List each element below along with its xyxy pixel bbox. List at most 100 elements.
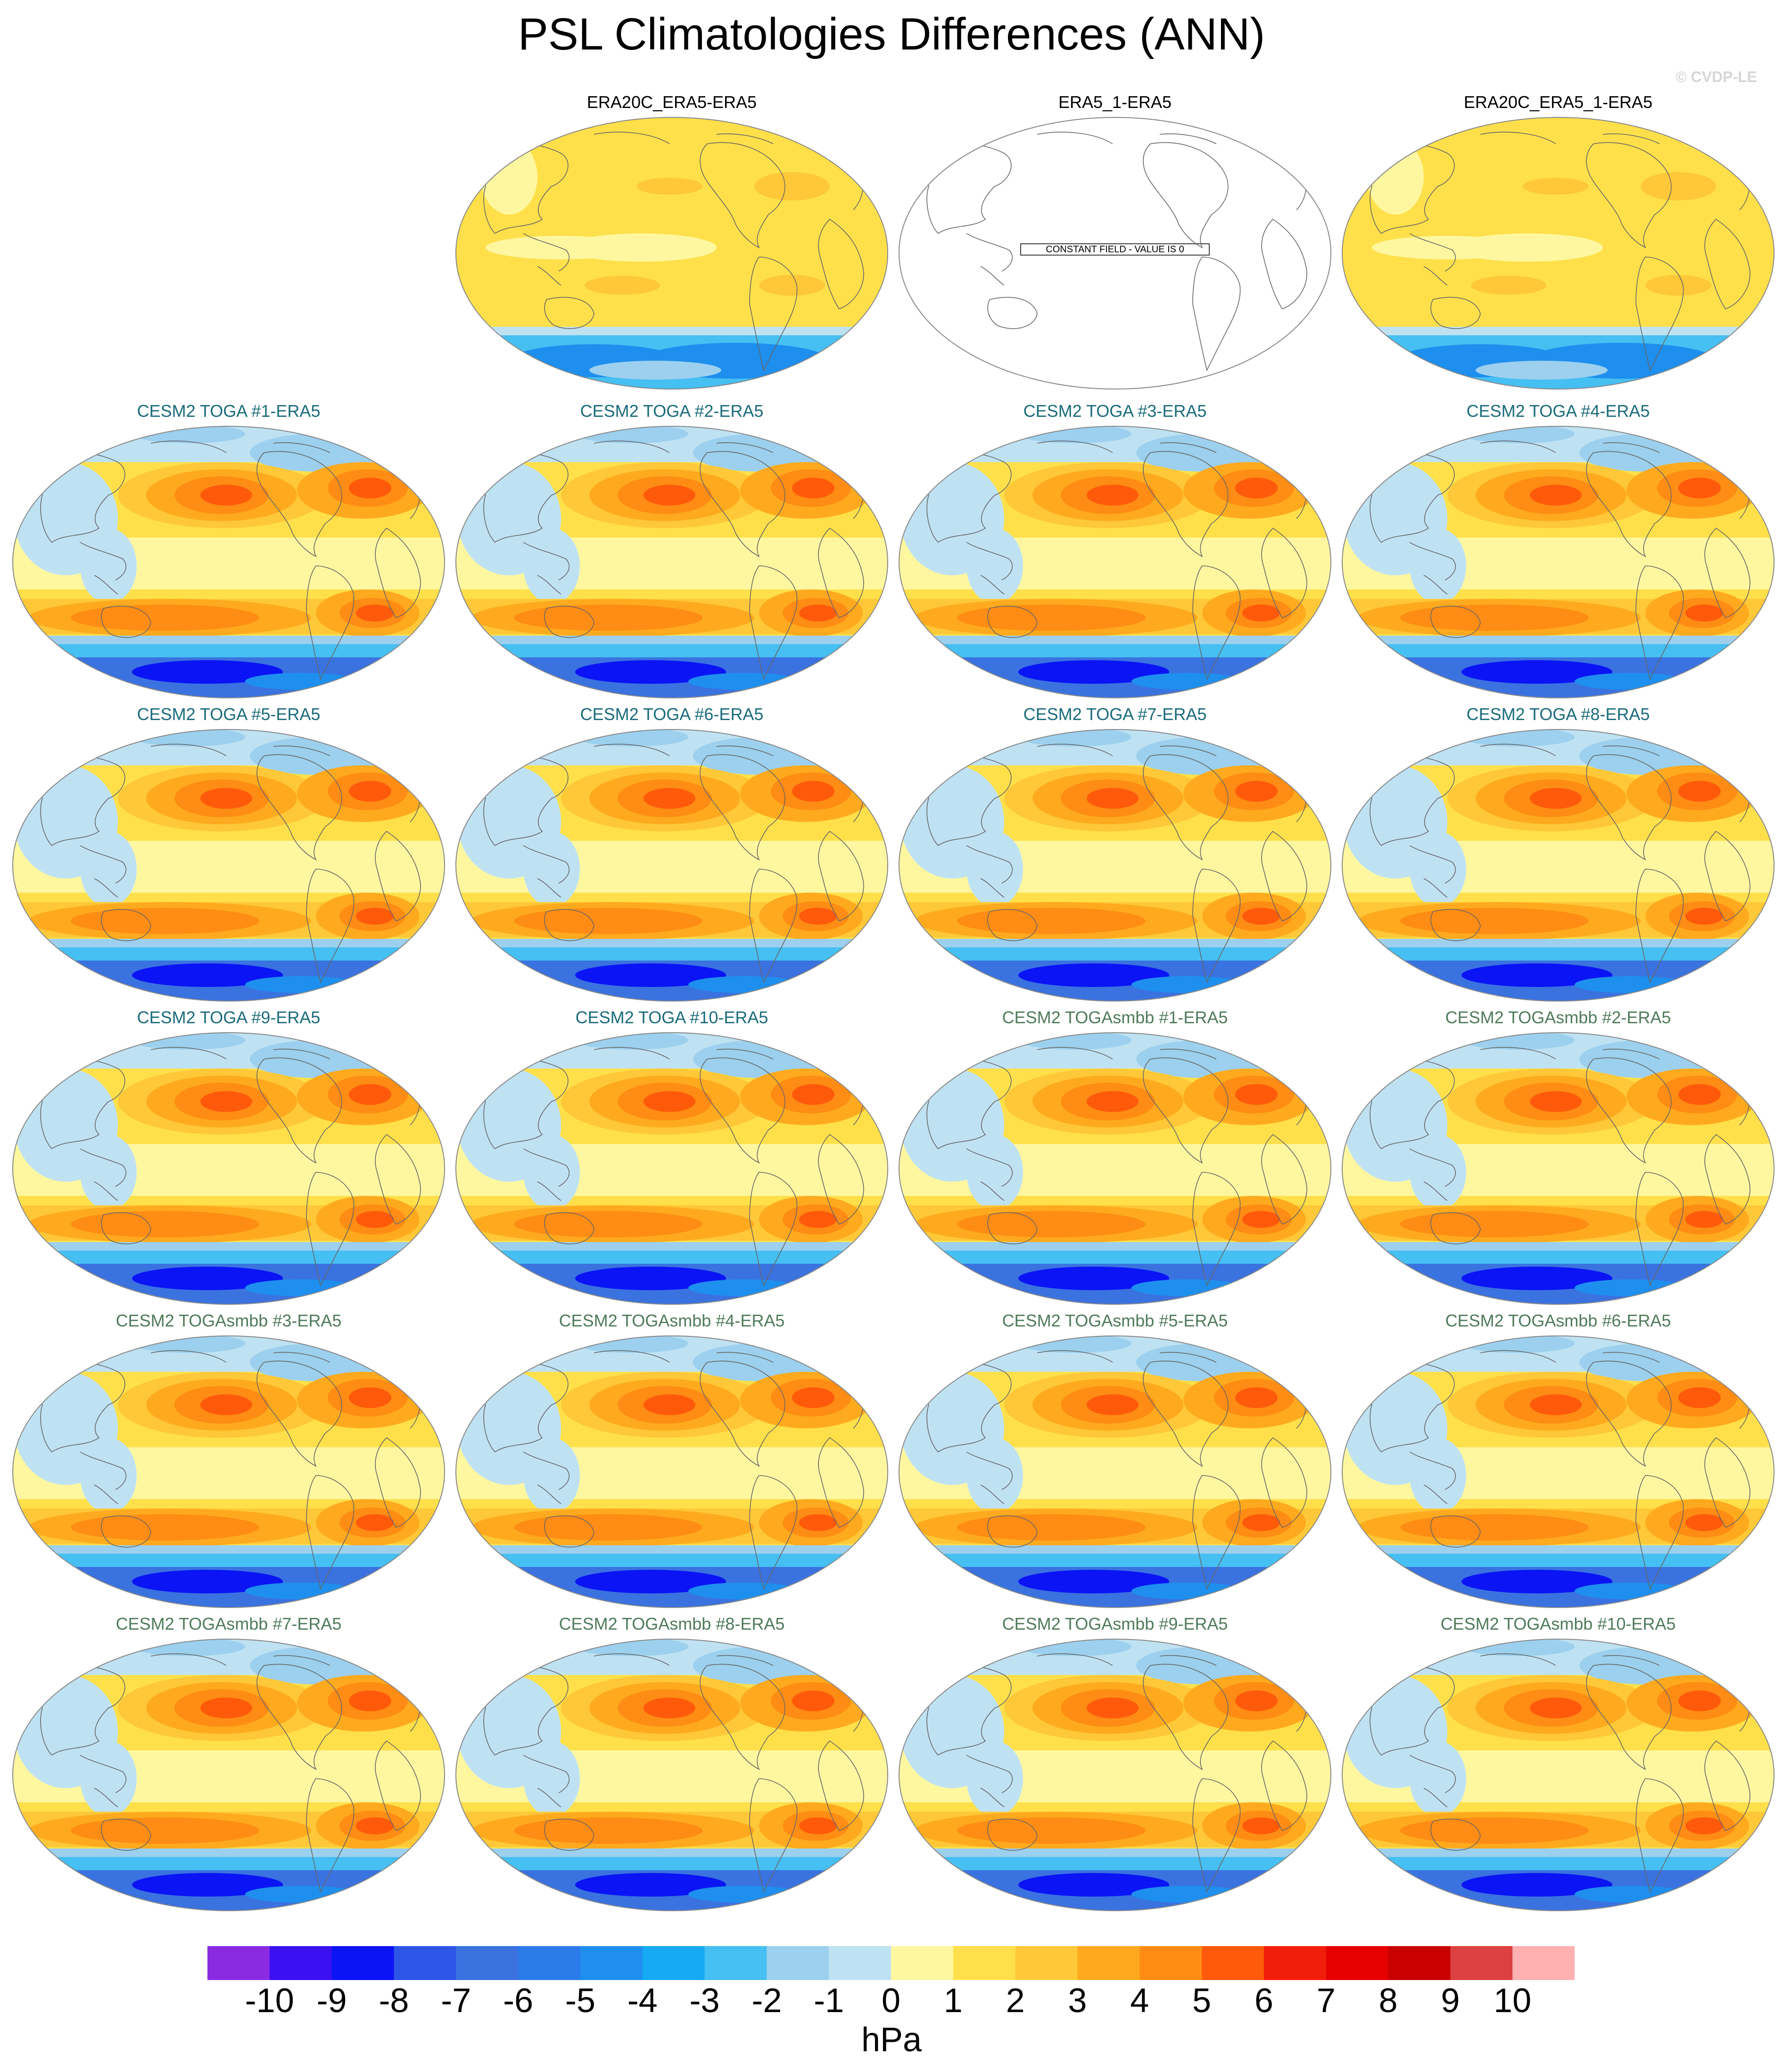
map-panel: CESM2 TOGA #4-ERA5 xyxy=(1339,401,1777,705)
colorbar-swatch xyxy=(394,1946,456,1980)
map-panel: CESM2 TOGA #1-ERA5 xyxy=(9,401,448,705)
map-panel: CESM2 TOGA #9-ERA5 xyxy=(9,1007,448,1311)
psl-difference-field xyxy=(899,729,1331,1001)
psl-difference-field xyxy=(1342,1336,1774,1608)
panel-title: CESM2 TOGAsmbb #8-ERA5 xyxy=(559,1614,785,1633)
map-plot xyxy=(12,1639,445,1911)
colorbar-tick-label: -8 xyxy=(379,1982,409,2020)
psl-difference-field xyxy=(899,1033,1331,1304)
map-panel: ERA5_1-ERA5 CONSTANT FIELD - VALUE IS 0 xyxy=(896,92,1334,396)
colorbar-swatch xyxy=(767,1946,829,1980)
panel-title: CESM2 TOGA #9-ERA5 xyxy=(137,1008,321,1027)
panel-title: CESM2 TOGAsmbb #2-ERA5 xyxy=(1445,1008,1671,1027)
map-panel: CESM2 TOGA #6-ERA5 xyxy=(453,704,891,1008)
colorbar-swatch xyxy=(518,1946,581,1980)
map-plot xyxy=(1342,1032,1775,1305)
colorbar-swatch xyxy=(1326,1946,1389,1980)
watermark: © CVDP-LE xyxy=(1676,68,1757,85)
map-plot xyxy=(455,1032,888,1305)
psl-difference-field xyxy=(1342,1033,1774,1304)
map-panel: CESM2 TOGAsmbb #10-ERA5 xyxy=(1339,1614,1777,1918)
panel-title: CESM2 TOGA #10-ERA5 xyxy=(575,1008,768,1027)
colorbar-tick-label: -1 xyxy=(814,1982,844,2020)
panel-title: CESM2 TOGAsmbb #5-ERA5 xyxy=(1002,1311,1228,1330)
map-plot xyxy=(455,1335,888,1608)
colorbar-swatch xyxy=(891,1946,954,1980)
colorbar-swatch xyxy=(1077,1946,1140,1980)
map-plot xyxy=(12,729,445,1002)
map-plot xyxy=(12,1335,445,1608)
panel-title: CESM2 TOGA #2-ERA5 xyxy=(580,401,764,421)
map-panel: CESM2 TOGAsmbb #2-ERA5 xyxy=(1339,1007,1777,1311)
map-panel: CESM2 TOGAsmbb #5-ERA5 xyxy=(896,1310,1334,1615)
panel-title: CESM2 TOGAsmbb #7-ERA5 xyxy=(116,1614,342,1633)
colorbar-swatch xyxy=(704,1946,767,1980)
psl-difference-field xyxy=(13,426,445,698)
map-plot xyxy=(1342,1335,1775,1608)
map-plot xyxy=(12,426,445,698)
colorbar-swatch xyxy=(953,1946,1016,1980)
colorbar-tick-label: -6 xyxy=(503,1982,534,2020)
psl-difference-field xyxy=(1342,1639,1774,1911)
colorbar-tick-label: 5 xyxy=(1192,1982,1212,2020)
panel-title: ERA5_1-ERA5 xyxy=(1058,92,1172,112)
map-plot xyxy=(455,1639,888,1911)
panel-title: CESM2 TOGAsmbb #10-ERA5 xyxy=(1440,1614,1676,1633)
map-panel: CESM2 TOGAsmbb #9-ERA5 xyxy=(896,1614,1334,1918)
panel-title: CESM2 TOGAsmbb #3-ERA5 xyxy=(116,1311,342,1330)
colorbar-swatch xyxy=(580,1946,643,1980)
colorbar-swatch xyxy=(1015,1946,1078,1980)
colorbar-tick-label: -2 xyxy=(751,1982,782,2020)
map-plot xyxy=(899,1335,1331,1608)
psl-difference-field xyxy=(456,1336,888,1608)
map-panel: CESM2 TOGA #5-ERA5 xyxy=(9,704,448,1008)
panel-title: CESM2 TOGAsmbb #9-ERA5 xyxy=(1002,1614,1228,1633)
panel-title: CESM2 TOGAsmbb #6-ERA5 xyxy=(1445,1311,1671,1330)
map-plot xyxy=(899,426,1331,698)
panel-title: CESM2 TOGAsmbb #4-ERA5 xyxy=(559,1311,785,1330)
map-plot xyxy=(1342,117,1775,390)
psl-difference-field xyxy=(899,1336,1331,1608)
panel-title: ERA20C_ERA5-ERA5 xyxy=(586,92,757,112)
colorbar xyxy=(207,1946,1575,1980)
colorbar-swatch xyxy=(829,1946,892,1980)
colorbar-swatch xyxy=(642,1946,705,1980)
panel-title: CESM2 TOGA #4-ERA5 xyxy=(1466,401,1650,421)
panel-title: CESM2 TOGA #3-ERA5 xyxy=(1023,401,1207,421)
colorbar-swatch xyxy=(207,1946,270,1980)
panel-title: CESM2 TOGA #8-ERA5 xyxy=(1466,704,1650,724)
map-panel: CESM2 TOGAsmbb #7-ERA5 xyxy=(9,1614,448,1918)
colorbar-tick-label: 9 xyxy=(1441,1982,1460,2020)
figure-title: PSL Climatologies Differences (ANN) xyxy=(518,9,1265,59)
colorbar-tick-label: 6 xyxy=(1254,1982,1273,2020)
colorbar-tick-label: 2 xyxy=(1006,1982,1025,2020)
colorbar-tick-label: 1 xyxy=(943,1982,963,2020)
colorbar-tick-label: -9 xyxy=(316,1982,347,2020)
colorbar-tick-label: -7 xyxy=(441,1982,471,2020)
map-panel: CESM2 TOGAsmbb #8-ERA5 xyxy=(453,1614,891,1918)
map-plot xyxy=(899,729,1331,1002)
map-panel: CESM2 TOGA #3-ERA5 xyxy=(896,401,1334,705)
map-plot xyxy=(455,117,888,390)
psl-difference-field xyxy=(456,1639,888,1911)
psl-difference-field xyxy=(13,1336,445,1608)
psl-difference-field xyxy=(1342,117,1774,389)
colorbar-tick-label: 8 xyxy=(1379,1982,1398,2020)
colorbar-tick-label: 0 xyxy=(881,1982,901,2020)
psl-difference-field xyxy=(899,426,1331,698)
map-plot xyxy=(12,1032,445,1305)
colorbar-tick-label: -5 xyxy=(565,1982,595,2020)
map-panel: CESM2 TOGA #8-ERA5 xyxy=(1339,704,1777,1008)
psl-difference-field xyxy=(1342,426,1774,698)
psl-difference-field: CONSTANT FIELD - VALUE IS 0 xyxy=(899,117,1331,389)
psl-difference-field xyxy=(1342,729,1774,1001)
map-panel: ERA20C_ERA5-ERA5 xyxy=(453,92,891,396)
colorbar-swatch xyxy=(1388,1946,1451,1980)
psl-difference-field xyxy=(456,1033,888,1304)
colorbar-swatch xyxy=(331,1946,394,1980)
colorbar-swatch xyxy=(1512,1946,1575,1980)
map-panel: CESM2 TOGA #7-ERA5 xyxy=(896,704,1334,1008)
map-plot xyxy=(455,729,888,1002)
map-panel: CESM2 TOGAsmbb #4-ERA5 xyxy=(453,1310,891,1615)
colorbar-tick-label: 10 xyxy=(1494,1982,1532,2020)
